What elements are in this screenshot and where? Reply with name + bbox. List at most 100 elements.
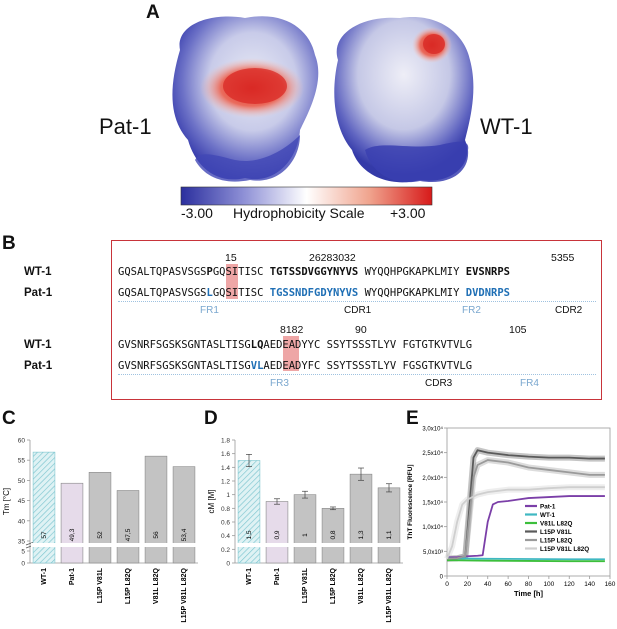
wt1-label: WT-1 (480, 114, 533, 139)
c-category-label: Pat-1 (69, 568, 76, 585)
e-x-tick-label: 40 (484, 581, 492, 588)
e-x-tick-label: 60 (505, 581, 513, 588)
d-y-tick-label: 0.6 (221, 520, 230, 527)
d-category-label: L15P V81L L82Q (386, 567, 393, 622)
scale-title: Hydrophobicity Scale (233, 205, 365, 221)
e-legend-label: L15P V81L (540, 529, 572, 536)
c-category-label: WT-1 (41, 568, 48, 585)
hydrophobicity-scale-bar (180, 186, 433, 206)
e-x-tick-label: 100 (543, 581, 554, 588)
e-x-tick-label: 20 (464, 581, 472, 588)
scale-max-label: +3.00 (390, 205, 426, 221)
pat1-surface (172, 16, 319, 182)
e-legend-label: L15P L82Q (540, 537, 573, 544)
c-y-tick-label: 60 (18, 438, 26, 445)
row1-wt-label: WT-1 (24, 266, 52, 278)
row2-pat-seq: GVSNRFSGSKSGNTASLTISGVLAEDEADYFC SSYTSSS… (118, 360, 473, 372)
c-break-band (31, 543, 199, 547)
e-x-tick-label: 160 (605, 581, 616, 588)
pos-105: 105 (509, 324, 527, 336)
e-y-tick-label: 0 (440, 575, 444, 581)
pos-81-82: 8182 (280, 324, 304, 336)
d-y-tick-label: 1 (226, 492, 230, 499)
d-y-axis-label: cM [M] (207, 490, 216, 514)
panel-c-letter: C (2, 408, 16, 429)
e-series-line (447, 495, 605, 559)
c-y-tick-label: 5 (21, 549, 25, 556)
c-category-label: V81L L82Q (153, 567, 160, 604)
tm-bar-chart: 0 5 35 40 45 50 55 60 Tm [°C] 57 WT-1 49,3 Pat-1 52 L1… (2, 438, 199, 623)
c-axis-break-mark (25, 541, 35, 546)
d-y-tick-label: 1.6 (221, 451, 230, 458)
c-bar-value-label: 57 (41, 531, 48, 539)
protein-surface-figure (172, 16, 474, 206)
e-legend-label: Pat-1 (540, 503, 556, 510)
e-y-tick-label: 2,5x10⁴ (422, 450, 443, 457)
c-category-label: L15P V81L (97, 567, 104, 603)
region-cdr1: CDR1 (344, 305, 372, 316)
cm-bar-chart: 0 0.2 0.4 0.6 0.8 1 1.2 1.4 1.6 1.8 cM [M] 1,5 WT-1 0… (207, 438, 404, 623)
d-bar-value-label: 1,5 (246, 530, 253, 539)
row2-wt-label: WT-1 (24, 339, 52, 351)
c-y-tick-label: 0 (21, 561, 25, 568)
c-bar-value-label: 53,4 (181, 528, 188, 541)
c-y-tick-label: 40 (18, 518, 26, 525)
c-bar-value-label: 56 (153, 531, 160, 539)
d-category-label: L15P L82Q (330, 567, 337, 604)
d-category-label: V81L L82Q (358, 567, 365, 604)
pos-15: 15 (225, 252, 237, 264)
e-series-line (446, 559, 605, 563)
e-series-line (446, 459, 605, 560)
d-bar (377, 487, 401, 564)
row2-region-line (118, 374, 596, 375)
region-fr2: FR2 (462, 305, 481, 316)
region-cdr3: CDR3 (425, 378, 453, 389)
sequence-alignment-box (111, 240, 602, 400)
c-category-label: L15P L82Q (125, 567, 132, 604)
e-y-tick-label: 5,0x10³ (423, 550, 443, 556)
e-series-line (446, 557, 605, 561)
d-y-tick-label: 1.4 (221, 465, 230, 472)
d-bar (349, 473, 373, 564)
e-x-tick-label: 80 (525, 581, 533, 588)
c-bar (144, 455, 168, 564)
c-y-tick-label: 45 (18, 498, 26, 505)
row1-pat-label: Pat-1 (24, 287, 53, 299)
e-y-axis-label: ThT Fluorescence [RFU] (407, 464, 414, 539)
d-category-label: Pat-1 (274, 568, 281, 585)
d-y-tick-label: 0.2 (221, 547, 230, 554)
e-legend-label: WT-1 (540, 512, 556, 519)
c-y-tick-label: 50 (18, 478, 26, 485)
e-y-tick-label: 3,0x10⁴ (422, 426, 443, 433)
c-y-axis-label: Tm [°C] (2, 488, 11, 515)
d-y-tick-label: 1.8 (221, 438, 230, 445)
row1-pat-seq: GQSALTQPASVSGSLGQSITISC TGSSNDFGDYNYVS W… (118, 287, 511, 299)
e-x-tick-label: 140 (584, 581, 595, 588)
d-bar (293, 494, 317, 564)
row1-wt-seq: GQSALTQPASVSGSPGQSITISC TGTSSDVGGYNYVS W… (118, 266, 511, 278)
d-y-tick-label: 1.2 (221, 479, 230, 486)
e-series-line (446, 486, 605, 560)
c-bar (60, 482, 84, 564)
pos-53-55: 5355 (551, 252, 575, 264)
row2-pat-label: Pat-1 (24, 360, 53, 372)
e-y-tick-label: 1,0x10⁴ (422, 524, 443, 531)
region-cdr2: CDR2 (555, 305, 583, 316)
e-x-axis-label: Time [h] (514, 589, 544, 598)
e-legend-label: L15P V81L L82Q (540, 546, 589, 553)
d-bar (237, 460, 261, 564)
panel-b-letter: B (2, 233, 16, 254)
wt1-surface (334, 17, 474, 183)
panel-e-letter: E (406, 408, 419, 429)
pat1-label: Pat-1 (99, 114, 152, 139)
highlight-pos15 (226, 264, 238, 299)
d-bar-value-label: 1,3 (358, 530, 365, 539)
d-y-tick-label: 0.4 (221, 533, 230, 540)
d-bar-value-label: 1,1 (386, 530, 393, 539)
c-category-label: L15P V81L L82Q (181, 567, 188, 622)
region-fr3: FR3 (270, 378, 289, 389)
e-legend-label: V81L L82Q (540, 520, 573, 527)
c-bar (116, 490, 140, 564)
highlight-pos81-82 (283, 336, 299, 371)
region-fr1: FR1 (200, 305, 219, 316)
